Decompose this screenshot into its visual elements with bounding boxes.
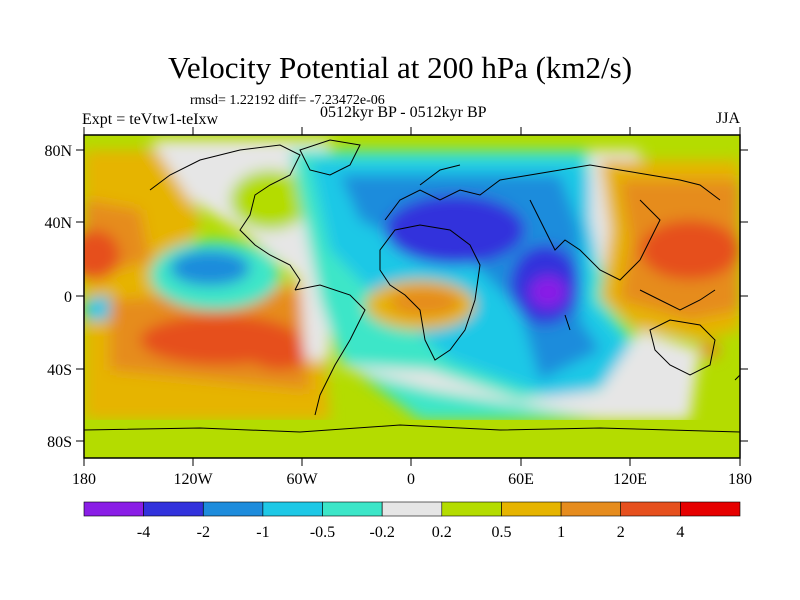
coastlines — [84, 139, 740, 433]
colorbar-cell — [322, 501, 383, 517]
contour-field — [84, 135, 740, 458]
lon-tick-label: 60W — [286, 471, 318, 488]
colorbar-label: 1 — [557, 524, 565, 541]
colorbar-cell — [680, 501, 741, 517]
colorbar-label: 2 — [617, 524, 625, 541]
lon-tick-label: 120E — [613, 471, 647, 488]
colorbar-cell — [203, 501, 264, 517]
colorbar-cell — [83, 501, 144, 517]
axis-ticks — [76, 127, 748, 466]
colorbar-label: 4 — [676, 524, 684, 541]
colorbar-label: -0.2 — [370, 524, 395, 541]
stats-text: rmsd= 1.22192 diff= -7.23472e-06 — [190, 93, 385, 108]
colorbar-label: -2 — [197, 524, 210, 541]
colorbar-cell — [441, 501, 502, 517]
colorbar-label: 0.5 — [492, 524, 512, 541]
colorbar-label: -0.5 — [310, 524, 335, 541]
colorbar-label: 0.2 — [432, 524, 452, 541]
colorbar-cell — [501, 501, 562, 517]
colorbar-cell — [143, 501, 204, 517]
colorbar-label: -4 — [137, 524, 150, 541]
colorbar — [83, 501, 741, 517]
experiment-label: Expt = teVtw1-teIxw — [82, 111, 219, 128]
chart-title: Velocity Potential at 200 hPa (km2/s) — [167, 50, 633, 85]
lat-tick-label: 40N — [44, 215, 72, 232]
lon-tick-label: 180 — [72, 471, 96, 488]
lat-tick-label: 80N — [44, 143, 72, 160]
colorbar-cell — [262, 501, 323, 517]
period-label: 0512kyr BP - 0512kyr BP — [320, 104, 487, 121]
colorbar-cell — [381, 501, 443, 517]
colorbar-label: -1 — [256, 524, 269, 541]
lat-tick-label: 80S — [47, 434, 72, 451]
colorbar-cell — [620, 501, 681, 517]
season-label: JJA — [715, 110, 740, 127]
lat-tick-label: 0 — [64, 289, 72, 306]
colorbar-cell — [560, 501, 621, 517]
lon-tick-label: 60E — [508, 471, 534, 488]
lon-tick-label: 180 — [728, 471, 752, 488]
lon-tick-label: 0 — [407, 471, 415, 488]
lon-tick-label: 120W — [173, 471, 213, 488]
lat-tick-label: 40S — [47, 362, 72, 379]
